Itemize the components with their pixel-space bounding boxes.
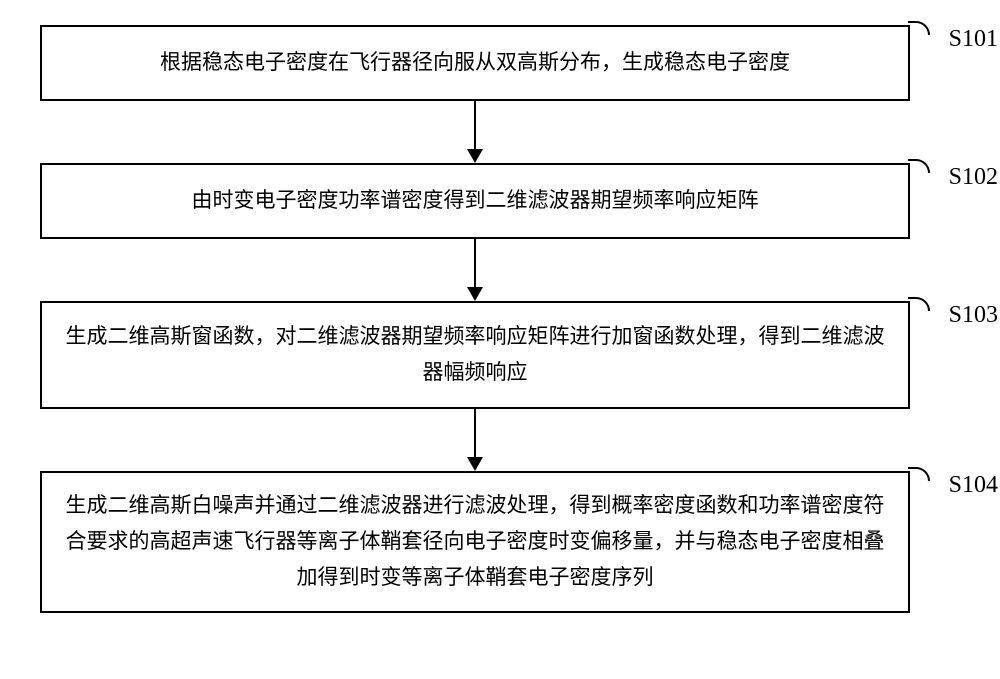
leader-line <box>908 467 930 481</box>
step-box-s101: S101 根据稳态电子密度在飞行器径向服从双高斯分布，生成稳态电子密度 <box>40 25 910 101</box>
arrow-3-4 <box>40 409 910 471</box>
arrow-1-2 <box>40 101 910 163</box>
step-box-s104: S104 生成二维高斯白噪声并通过二维滤波器进行滤波处理，得到概率密度函数和功率… <box>40 471 910 613</box>
step-box-s103: S103 生成二维高斯窗函数，对二维滤波器期望频率响应矩阵进行加窗函数处理，得到… <box>40 301 910 409</box>
flowchart-container: S101 根据稳态电子密度在飞行器径向服从双高斯分布，生成稳态电子密度 S102… <box>40 25 910 613</box>
arrow-head-icon <box>467 149 483 163</box>
step-label-s101: S101 <box>949 19 998 60</box>
arrow-line <box>474 409 476 459</box>
arrow-line <box>474 239 476 289</box>
arrow-head-icon <box>467 287 483 301</box>
step-text-s101: 根据稳态电子密度在飞行器径向服从双高斯分布，生成稳态电子密度 <box>160 45 790 81</box>
arrow-2-3 <box>40 239 910 301</box>
step-box-s102: S102 由时变电子密度功率谱密度得到二维滤波器期望频率响应矩阵 <box>40 163 910 239</box>
step-label-s104: S104 <box>949 465 998 506</box>
step-text-s104: 生成二维高斯白噪声并通过二维滤波器进行滤波处理，得到概率密度函数和功率谱密度符合… <box>62 488 888 595</box>
step-label-s103: S103 <box>949 295 998 336</box>
step-label-s102: S102 <box>949 157 998 198</box>
arrow-head-icon <box>467 457 483 471</box>
leader-line <box>908 159 930 173</box>
arrow-line <box>474 101 476 151</box>
leader-line <box>908 21 930 35</box>
step-text-s102: 由时变电子密度功率谱密度得到二维滤波器期望频率响应矩阵 <box>192 183 759 219</box>
step-text-s103: 生成二维高斯窗函数，对二维滤波器期望频率响应矩阵进行加窗函数处理，得到二维滤波器… <box>62 319 888 390</box>
leader-line <box>908 297 930 311</box>
